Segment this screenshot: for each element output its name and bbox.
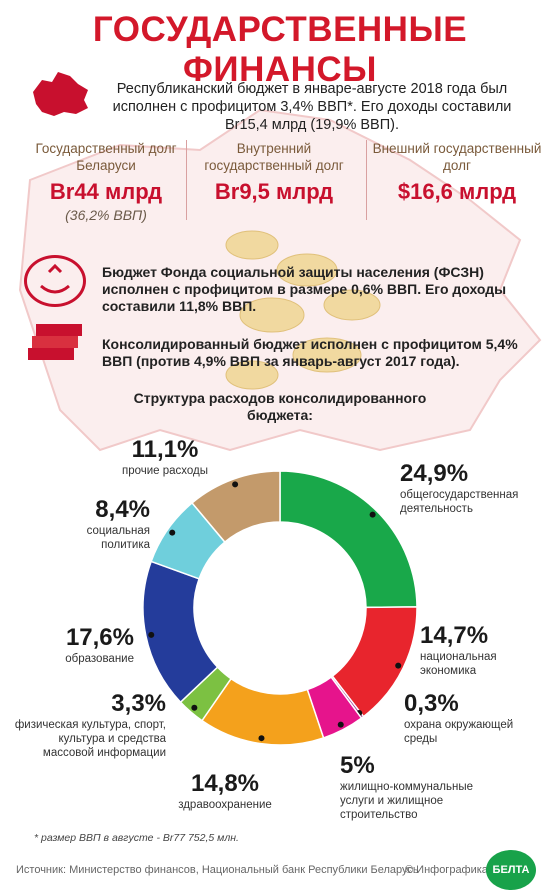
debt-external: Внешний государственный долг $16,6 млрд [368,140,546,205]
pct-economy: 14,7% [420,622,489,649]
label-culture: 3,3% физическая культура, спорт, культур… [6,690,166,760]
cap-health: здравоохранение [178,799,272,811]
pct-other: 11,1% [131,436,199,463]
pct-culture: 3,3% [111,690,166,717]
label-general: 24,9% общегосударственная деятельность [400,460,540,516]
footnote: * размер ВВП в августе - Br77 752,5 млн. [34,832,239,844]
pct-social: 8,4% [95,496,150,523]
cap-education: образование [65,653,134,665]
cap-general: общегосударственная деятельность [400,489,519,515]
pct-education: 17,6% [65,624,134,651]
cap-other: прочие расходы [121,465,209,477]
debt-total-label: Государственный долг Беларуси [35,141,177,173]
pct-housing: 5% [340,752,375,779]
debt-total: Государственный долг Беларуси Br44 млрд … [26,140,186,223]
belta-logo: БЕЛТА [486,850,536,890]
coins-illustration [225,230,381,390]
consolidated-text: Консолидированный бюджет исполнен с проф… [102,336,518,369]
label-health: 14,8% здравоохранение [170,770,280,812]
debt-total-note: (36,2% ВВП) [65,207,147,223]
credit-text: © Инфографика [405,864,488,876]
label-social: 8,4% социальная политика [60,496,150,552]
slice-marker-3 [337,721,344,728]
cap-culture: физическая культура, спорт, культура и с… [14,719,166,759]
divider [186,140,187,220]
cap-environment: охрана окружающей среды [404,719,514,745]
belarus-map-outline [18,108,542,452]
label-economy: 14,7% национальная экономика [420,622,540,678]
donut-slice-8 [191,470,281,544]
debt-internal-label: Внутренний государственный долг [204,141,344,173]
page-title: ГОСУДАРСТВЕННЫЕ ФИНАНСЫ [92,10,468,89]
donut-slice-0 [279,470,418,609]
pct-environment: 0,3% [404,690,459,717]
slice-marker-4 [258,735,265,742]
intro-text: Республиканский бюджет в январе-августе … [112,81,512,133]
money-stack-icon [28,324,82,360]
debt-internal: Внутренний государственный долг Br9,5 мл… [186,140,362,205]
debt-external-value: $16,6 млрд [397,179,517,204]
belarus-map-icon [33,72,88,116]
divider [366,140,367,220]
label-other: 11,1% прочие расходы [110,436,220,478]
label-environment: 0,3% охрана окружающей среды [404,690,540,746]
slice-marker-6 [148,631,155,638]
label-education: 17,6% образование [24,624,134,666]
pct-general: 24,9% [400,460,469,487]
label-housing: 5% жилищно-коммунальные услуги и жилищно… [340,752,480,822]
debt-total-value: Br44 млрд [49,179,163,204]
slice-marker-1 [395,662,402,669]
chart-title: Структура расходов консолидированного бю… [133,390,427,423]
slice-marker-7 [169,529,176,536]
slice-marker-5 [191,704,198,711]
debt-external-label: Внешний государственный долг [372,141,542,173]
debt-internal-value: Br9,5 млрд [214,179,334,204]
expenditure-donut-chart [142,470,418,746]
source-text: Источник: Министерство финансов, Национа… [16,864,419,876]
fszn-icon [24,255,86,307]
cap-social: социальная политика [86,525,150,551]
slice-marker-8 [232,481,239,488]
slice-marker-0 [369,511,376,518]
cap-housing: жилищно-коммунальные услуги и жилищное с… [340,781,473,821]
fszn-text: Бюджет Фонда социальной защиты населения… [102,264,507,314]
cap-economy: национальная экономика [420,651,497,677]
pct-health: 14,8% [190,770,260,797]
